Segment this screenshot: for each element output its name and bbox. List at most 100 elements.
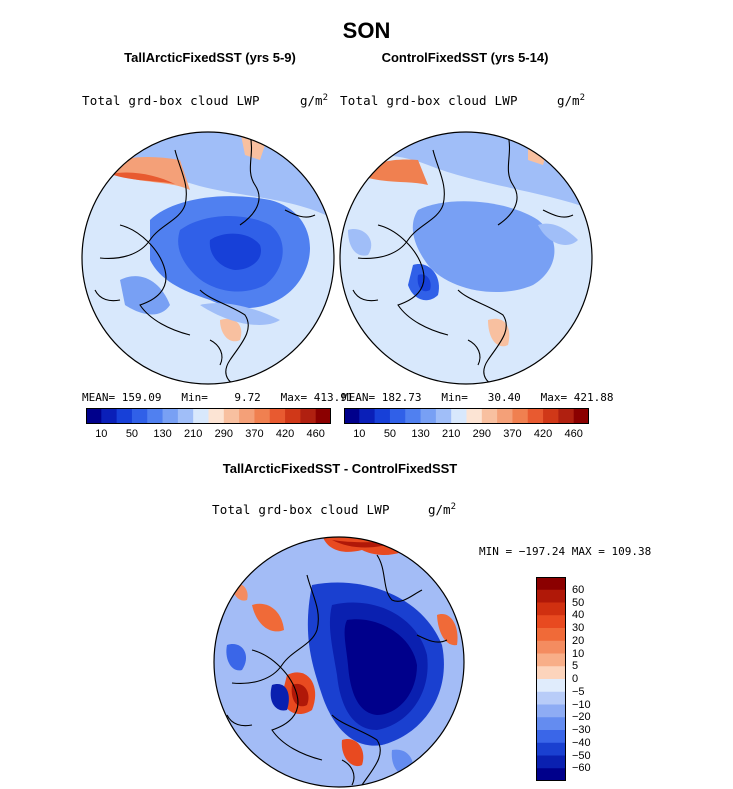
- colorbar-swatch: [536, 628, 566, 642]
- difference-map-border: [213, 536, 465, 788]
- colorbar-tick-label: 0: [572, 673, 579, 685]
- colorbar-swatch: [527, 408, 544, 424]
- colorbar-tick-label: 210: [184, 428, 203, 440]
- colorbar-swatch: [86, 408, 102, 424]
- left-low-center: [209, 233, 261, 270]
- left-field-band: [200, 303, 280, 325]
- diff-low-region: [226, 644, 247, 671]
- left-colorbar: [86, 408, 331, 424]
- colorbar-tick-label: 130: [153, 428, 172, 440]
- colorbar-swatch: [147, 408, 164, 424]
- colorbar-tick-label: 60: [572, 583, 585, 596]
- colorbar-swatch: [131, 408, 148, 424]
- colorbar-tick-label: 420: [275, 428, 295, 440]
- right-high-region: [488, 318, 510, 347]
- colorbar-swatch: [536, 742, 566, 756]
- right-unit-label: g/m2: [557, 93, 585, 109]
- colorbar-swatch: [223, 408, 240, 424]
- left-panel-title: TallArcticFixedSST (yrs 5-9): [124, 50, 296, 65]
- colorbar-swatch: [536, 704, 566, 718]
- colorbar-tick-label: 370: [503, 428, 522, 440]
- difference-unit-label: g/m2: [428, 502, 456, 518]
- colorbar-tick-label: −20: [572, 711, 591, 724]
- colorbar-swatch: [536, 589, 566, 603]
- colorbar-swatch: [536, 653, 566, 667]
- colorbar-tick-label: −30: [572, 724, 591, 736]
- difference-stats: MIN = −197.24 MAX = 109.38: [479, 545, 652, 558]
- difference-variable-label: Total grd-box cloud LWP: [212, 502, 390, 517]
- difference-colorbar-ticks: 60 50 40 30 20 10 5 0 −5 −10 −20 −30 −40 −50 −60: [572, 577, 612, 781]
- figure-title: SON: [342, 18, 391, 43]
- right-panel-title: ControlFixedSST (yrs 5-14): [381, 50, 549, 65]
- colorbar-swatch: [536, 691, 566, 705]
- left-colorbar-ticks: 10 50 130 210 290 370 420 460: [86, 428, 331, 442]
- left-polar-map: [81, 131, 335, 385]
- colorbar-tick-label: −40: [572, 736, 591, 749]
- colorbar-tick-label: 10: [353, 428, 366, 440]
- left-map-border: [81, 131, 335, 385]
- colorbar-swatch: [389, 408, 406, 424]
- right-variable-label: Total grd-box cloud LWP: [340, 93, 518, 108]
- right-field-band: [538, 223, 578, 245]
- colorbar-swatch: [193, 408, 209, 424]
- colorbar-swatch: [116, 408, 133, 424]
- colorbar-swatch: [558, 408, 575, 424]
- colorbar-tick-label: −5: [572, 685, 585, 698]
- colorbar-swatch: [536, 755, 566, 769]
- colorbar-tick-label: 210: [442, 428, 461, 440]
- left-high-core: [110, 172, 175, 184]
- colorbar-tick-label: −50: [572, 749, 591, 762]
- difference-panel-title: TallArcticFixedSST - ControlFixedSST: [222, 461, 458, 476]
- colorbar-border: [86, 408, 331, 424]
- colorbar-tick-label: 50: [383, 428, 397, 440]
- colorbar-swatch: [374, 408, 391, 424]
- colorbar-border: [536, 577, 566, 781]
- colorbar-tick-label: 30: [572, 622, 585, 634]
- colorbar-tick-label: 50: [125, 428, 139, 440]
- colorbar-tick-label: 50: [572, 596, 585, 609]
- colorbar-swatch: [536, 730, 566, 744]
- colorbar-tick-label: 10: [572, 647, 585, 660]
- diff-high-region: [252, 603, 284, 632]
- colorbar-tick-label: 420: [533, 428, 553, 440]
- colorbar-swatch: [285, 408, 301, 424]
- colorbar-swatch: [359, 408, 376, 424]
- colorbar-tick-label: 460: [564, 428, 583, 440]
- right-colorbar: [344, 408, 589, 424]
- diff-low-region: [270, 684, 289, 711]
- colorbar-tick-label: 40: [572, 609, 585, 622]
- diff-high-region: [437, 614, 458, 646]
- right-low-region: [412, 201, 555, 293]
- colorbar-tick-label: 370: [245, 428, 264, 440]
- colorbar-swatch: [543, 408, 559, 424]
- colorbar-swatch: [536, 577, 566, 591]
- right-map-border: [339, 131, 593, 385]
- diff-coastlines: [226, 554, 448, 786]
- right-colorbar-ticks: 10 50 130 210 290 370 420 460: [344, 428, 589, 442]
- colorbar-swatch: [536, 768, 566, 781]
- colorbar-swatch: [315, 408, 331, 424]
- left-unit-label: g/m2: [300, 93, 328, 109]
- difference-polar-map: [213, 536, 465, 788]
- colorbar-tick-label: 20: [572, 634, 585, 647]
- right-low-center: [417, 274, 431, 292]
- right-stats: MEAN= 182.73 Min= 30.40 Max= 421.88: [342, 391, 614, 404]
- diff-low-center: [344, 619, 417, 715]
- left-high-region: [220, 318, 242, 342]
- colorbar-swatch: [405, 408, 422, 424]
- colorbar-swatch: [435, 408, 452, 424]
- colorbar-swatch: [573, 408, 589, 424]
- colorbar-border: [344, 408, 589, 424]
- colorbar-swatch: [536, 615, 566, 629]
- colorbar-swatch: [497, 408, 513, 424]
- colorbar-swatch: [536, 602, 566, 616]
- left-coastlines: [94, 134, 316, 384]
- colorbar-tick-label: 5: [572, 660, 579, 673]
- colorbar-swatch: [536, 666, 566, 680]
- left-low-region: [120, 276, 170, 315]
- right-high-region: [528, 132, 553, 165]
- colorbar-swatch: [162, 408, 179, 424]
- colorbar-swatch: [177, 408, 194, 424]
- colorbar-tick-label: 10: [95, 428, 108, 440]
- colorbar-tick-label: −60: [572, 762, 591, 775]
